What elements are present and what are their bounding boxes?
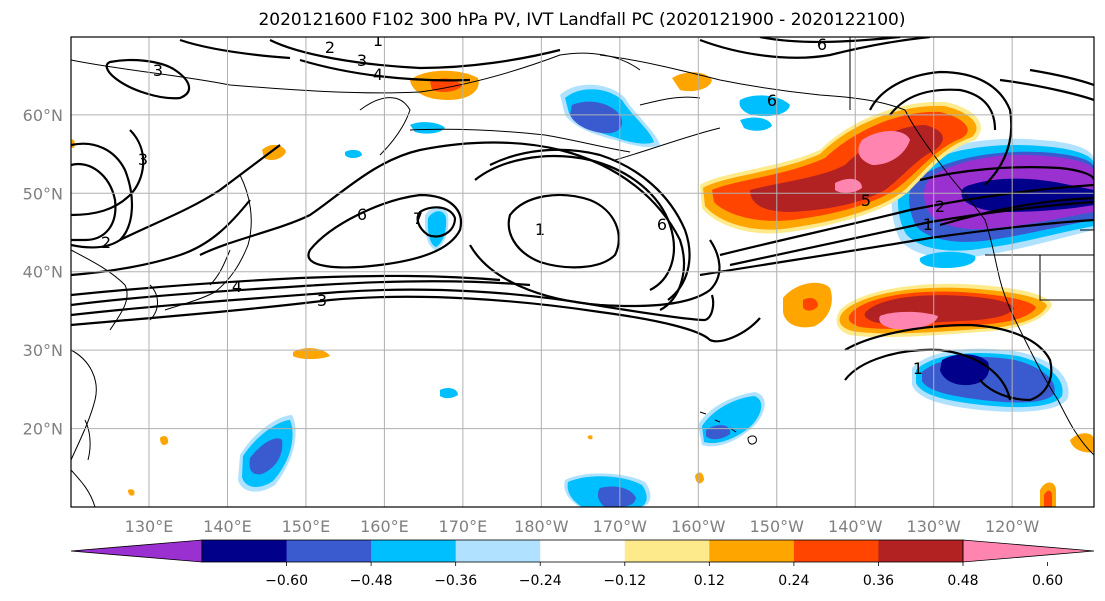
contour-label: 6 [657,215,667,234]
contour-label: 3 [357,51,367,70]
latitude-label: 30°N [23,341,63,360]
longitude-label: 130°E [125,517,174,536]
colorbar-segment [624,540,710,562]
colorbar-segment [540,540,626,562]
pv-contour-labels: 2 1 3 4 6 3 3 2 4 6 7 1 6 3 5 2 1 1 6 [101,31,945,378]
colorbar-tick-label: 0.60 [1032,573,1063,589]
latitude-label: 20°N [23,420,63,439]
colorbar-segment [371,540,457,562]
longitude-label: 150°E [282,517,331,536]
colorbar-extend-min [70,539,203,563]
contour-label: 2 [935,197,945,216]
contour-label: 3 [138,150,148,169]
longitude-label: 150°W [750,517,805,536]
contour-label: 4 [232,277,242,296]
colorbar-tick-label: 0.12 [694,573,725,589]
coastlines [71,37,1094,507]
colorbar-extend-max [962,539,1095,563]
colorbar-tick-label: 0.48 [947,573,978,589]
contour-label: 4 [373,65,383,84]
map-frame [70,36,1095,508]
longitude-label: 180°W [514,517,569,536]
colorbar-segment [793,540,879,562]
colorbar-tick-label: −0.36 [434,573,477,589]
colorbar-segment [202,540,288,562]
longitude-label: 170°W [593,517,648,536]
colorbar-frame [201,539,964,563]
contour-label: 5 [861,191,871,210]
colorbar-tick-label: −0.60 [265,573,308,589]
colorbar-tick-label: 0.24 [778,573,809,589]
colorbar-tick-label: −0.12 [603,573,646,589]
longitude-label: 140°W [828,517,883,536]
longitude-labels: 130°E 140°E 150°E 160°E 170°E 180°W 170°W 160°W… [125,517,1040,536]
contour-label: 6 [767,91,777,110]
map-panel: 2 1 3 4 6 3 3 2 4 6 7 1 6 3 5 2 1 1 6 [70,31,1095,508]
colorbar: −0.60 −0.48 −0.36 −0.24 −0.12 0.12 0.24 0.36 0.4… [70,539,1095,589]
longitude-label: 160°W [671,517,726,536]
colorbar-segment [455,540,541,562]
colorbar-tick-label: −0.24 [519,573,562,589]
contour-label: 6 [817,35,827,54]
colorbar-segment [709,540,795,562]
contour-label: 1 [373,31,383,50]
longitude-label: 170°E [439,517,488,536]
contour-label: 2 [325,38,335,57]
contour-label: 1 [923,215,933,234]
contour-label: 6 [357,205,367,224]
longitude-label: 140°E [203,517,252,536]
contour-label: 1 [913,359,923,378]
longitude-label: 120°W [985,517,1040,536]
contour-label: 1 [535,220,545,239]
longitude-label: 130°W [907,517,962,536]
pv-contours [71,37,1094,402]
longitude-label: 160°E [360,517,409,536]
colorbar-segment [286,540,372,562]
latitude-label: 40°N [23,263,63,282]
latitude-labels: 60°N 50°N 40°N 30°N 20°N [23,106,63,439]
colorbar-segment [878,540,964,562]
contour-label: 2 [101,233,111,252]
contour-label: 3 [317,291,327,310]
map-title: 2020121600 F102 300 hPa PV, IVT Landfall… [258,10,905,30]
colorbar-tick-label: 0.36 [863,573,894,589]
latitude-label: 60°N [23,106,63,125]
contour-label: 7 [413,209,423,228]
gridlines [71,37,1094,507]
contour-label: 3 [153,61,163,80]
latitude-label: 50°N [23,184,63,203]
colorbar-tick-label: −0.48 [350,573,393,589]
